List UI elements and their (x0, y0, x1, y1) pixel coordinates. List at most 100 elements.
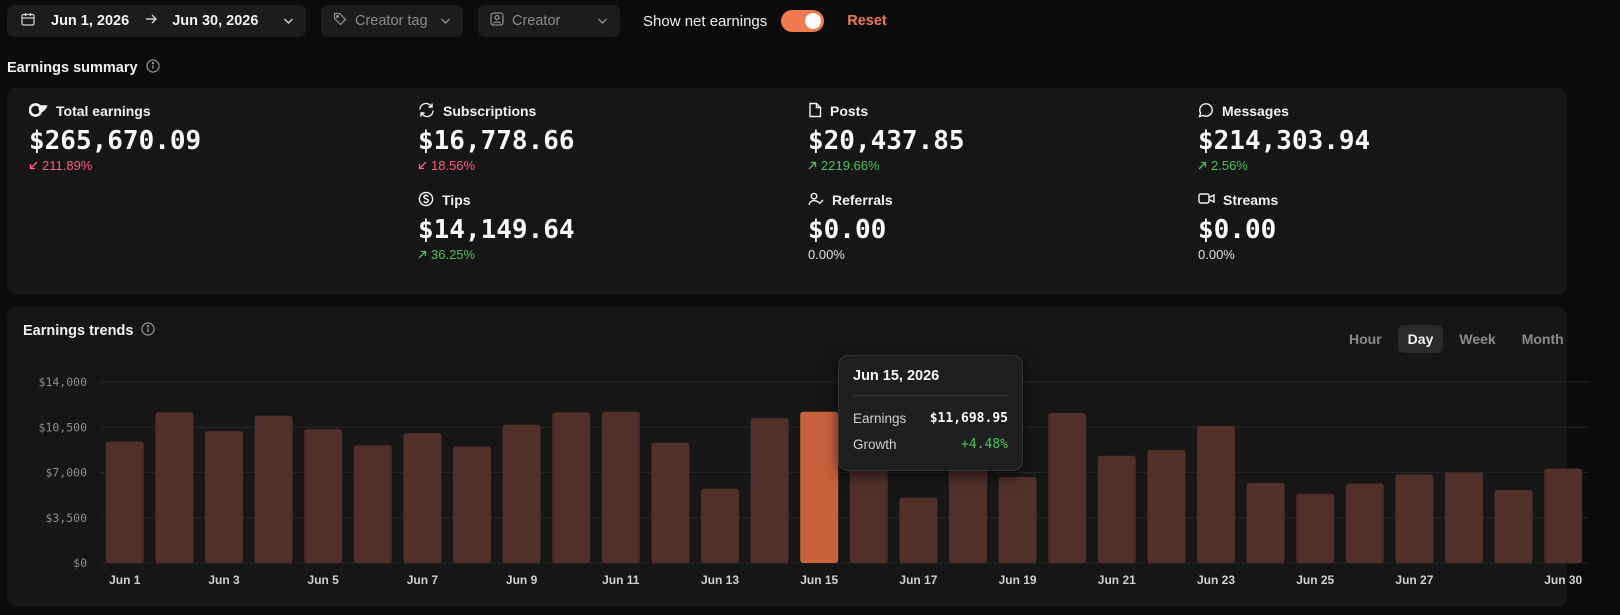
bar-jun-9[interactable] (502, 424, 541, 563)
tab-day[interactable]: Day (1397, 325, 1444, 353)
metric-label: Streams (1223, 192, 1279, 208)
y-tick-label: $7,000 (45, 466, 87, 480)
bar-jun-13[interactable] (701, 488, 739, 563)
metric-change: 36.25% (418, 247, 575, 262)
x-tick-label: Jun 30 (1544, 573, 1582, 587)
bar-jun-27[interactable] (1395, 474, 1434, 563)
bar-jun-23[interactable] (1197, 425, 1235, 563)
metric-streams: Streams $0.00 0.00% (1198, 191, 1278, 262)
x-tick-label: Jun 15 (800, 573, 838, 587)
start-date: Jun 1, 2026 (51, 13, 130, 29)
chevron-down-icon (440, 13, 451, 29)
arrow-right-icon (145, 13, 158, 29)
bar-jun-24[interactable] (1246, 482, 1285, 563)
bar-jun-5[interactable] (304, 429, 343, 563)
x-tick-label: Jun 17 (899, 573, 937, 587)
x-tick-label: Jun 21 (1098, 573, 1136, 587)
earnings-trends-heading: Earnings trends (23, 322, 155, 340)
metric-change-value: 211.89% (42, 158, 93, 173)
metric-change-value: 36.25% (431, 247, 476, 262)
metric-label: Total earnings (56, 103, 151, 119)
chart-tooltip: Jun 15, 2026 Earnings $11,698.95 Growth … (838, 355, 1023, 471)
arrow-up-right-icon (418, 247, 427, 262)
bar-jun-17[interactable] (899, 497, 938, 563)
metric-value: $0.00 (808, 215, 887, 245)
date-range-picker[interactable]: Jun 1, 2026 Jun 30, 2026 (7, 5, 306, 37)
bar-jun-6[interactable] (353, 445, 392, 563)
bar-jun-14[interactable] (750, 418, 789, 563)
bar-jun-10[interactable] (552, 412, 591, 563)
bar-jun-3[interactable] (205, 431, 243, 563)
bar-jun-8[interactable] (453, 446, 491, 563)
creator-select[interactable]: Creator (478, 5, 620, 37)
bar-jun-16[interactable] (849, 464, 888, 563)
dollar-circle-icon (418, 191, 434, 210)
x-tick-label: Jun 11 (602, 573, 640, 587)
bar-jun-2[interactable] (155, 412, 194, 563)
metric-change-value: 2.56% (1211, 158, 1248, 173)
bar-jun-1[interactable] (105, 441, 144, 563)
bar-jun-26[interactable] (1345, 483, 1384, 563)
metric-value: $16,778.66 (418, 126, 575, 156)
bar-jun-25[interactable] (1296, 493, 1335, 563)
chevron-down-icon (597, 13, 608, 29)
metric-change-value: 0.00% (1198, 247, 1235, 262)
metric-change: 0.00% (808, 247, 893, 262)
reset-button[interactable]: Reset (847, 13, 887, 29)
metric-messages: Messages $214,303.94 2.56% (1198, 102, 1370, 173)
filter-toolbar: Jun 1, 2026 Jun 30, 2026 Creator tag Cre… (7, 5, 887, 37)
metric-value: $0.00 (1198, 215, 1277, 245)
bar-jun-21[interactable] (1097, 455, 1136, 563)
arrow-down-left-icon (29, 158, 38, 173)
tooltip-earnings-row: Earnings $11,698.95 (853, 411, 1008, 426)
video-icon (1198, 192, 1215, 208)
tooltip-growth-row: Growth +4.48% (853, 437, 1008, 452)
info-icon[interactable] (145, 59, 160, 77)
bar-jun-18[interactable] (949, 468, 987, 563)
bar-jun-22[interactable] (1147, 449, 1186, 563)
metric-change-value: 0.00% (808, 247, 845, 262)
arrow-up-right-icon (1198, 158, 1207, 173)
metric-referrals: Referrals $0.00 0.00% (808, 191, 893, 262)
document-icon (808, 102, 822, 121)
info-icon[interactable] (141, 322, 155, 340)
bar-jun-20[interactable] (1048, 413, 1087, 563)
bar-jun-11[interactable] (601, 411, 640, 563)
metric-posts: Posts $20,437.85 2219.66% (808, 102, 965, 173)
metric-change: 18.56% (418, 158, 575, 173)
bar-jun-29[interactable] (1494, 489, 1533, 563)
metric-change: 2219.66% (808, 158, 965, 173)
tooltip-earnings-value: $11,698.95 (929, 411, 1008, 426)
bar-jun-7[interactable] (403, 433, 442, 563)
metric-value: $214,303.94 (1198, 126, 1371, 156)
earnings-summary-title: Earnings summary (7, 60, 138, 76)
bar-jun-28[interactable] (1445, 472, 1483, 564)
x-tick-label: Jun 5 (308, 573, 340, 587)
bar-jun-12[interactable] (651, 442, 690, 563)
x-tick-label: Jun 3 (208, 573, 240, 587)
net-earnings-toggle[interactable] (781, 10, 825, 32)
x-tick-label: Jun 23 (1197, 573, 1235, 587)
metric-label: Messages (1222, 103, 1289, 119)
metric-change-value: 18.56% (431, 158, 476, 173)
metric-change: 0.00% (1198, 247, 1278, 262)
tab-week[interactable]: Week (1459, 331, 1496, 347)
bar-jun-15[interactable] (800, 411, 839, 563)
y-tick-label: $0 (73, 556, 87, 570)
bar-jun-19[interactable] (998, 477, 1037, 563)
metric-change-value: 2219.66% (821, 158, 880, 173)
calendar-icon (21, 12, 35, 30)
creator-tag-select[interactable]: Creator tag (321, 5, 463, 37)
x-tick-label: Jun 27 (1395, 573, 1433, 587)
metric-label: Referrals (832, 192, 893, 208)
creator-tag-placeholder: Creator tag (355, 13, 428, 29)
bar-jun-30[interactable] (1544, 468, 1583, 563)
metric-change: 2.56% (1198, 158, 1370, 173)
metric-change: 211.89% (29, 158, 201, 173)
bar-jun-4[interactable] (254, 415, 293, 563)
tab-month[interactable]: Month (1521, 331, 1564, 347)
y-tick-label: $14,000 (39, 375, 88, 389)
tab-hour[interactable]: Hour (1349, 331, 1382, 347)
message-bubble-icon (1198, 102, 1214, 121)
